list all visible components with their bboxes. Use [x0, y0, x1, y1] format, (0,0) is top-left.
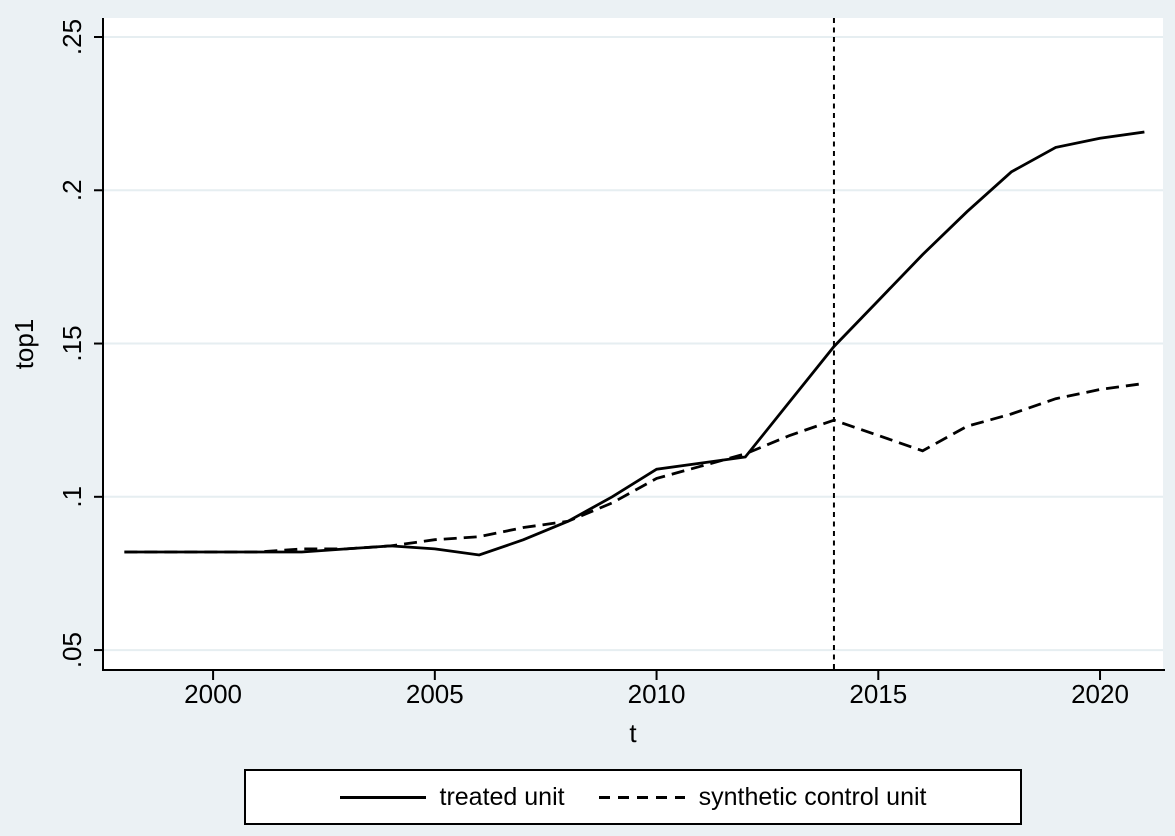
y-tick-label: .1	[57, 486, 87, 508]
y-tick-label: .05	[57, 632, 87, 668]
legend-item-synthetic: synthetic control unit	[598, 782, 927, 811]
x-tick-label: 2010	[628, 679, 686, 709]
legend-label-treated: treated unit	[439, 782, 565, 811]
y-tick-label: .2	[57, 179, 87, 201]
x-tick-label: 2015	[849, 679, 907, 709]
legend-item-treated: treated unit	[339, 782, 565, 811]
x-tick-label: 2020	[1071, 679, 1129, 709]
y-tick-label: .25	[57, 19, 87, 55]
legend: treated unit synthetic control unit	[244, 769, 1022, 825]
y-axis-title: top1	[9, 319, 39, 370]
legend-solid-line-sample	[339, 795, 426, 799]
legend-dashed-line-sample	[598, 795, 685, 799]
series-line-treated-unit	[124, 130, 1145, 557]
x-axis-title: t	[629, 718, 637, 748]
x-tick-label: 2005	[406, 679, 464, 709]
legend-label-synthetic: synthetic control unit	[698, 782, 927, 811]
chart-canvas: .05 .1 .15 .2 .25 2000 2005 2010 2015 2020 top1 t	[9, 18, 1165, 748]
y-tick-label: .15	[57, 325, 87, 361]
x-tick-label: 2000	[184, 679, 242, 709]
series-line-synthetic-control-unit	[124, 382, 1145, 554]
